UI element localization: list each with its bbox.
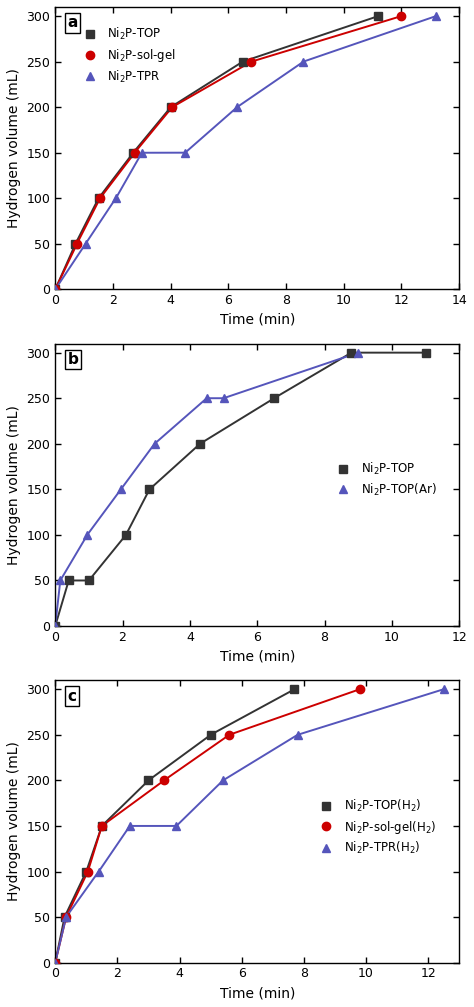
Ni$_2$P-sol-gel(H$_2$) <box>357 683 363 695</box>
Line: Ni$_2$P-TOP(Ar): Ni$_2$P-TOP(Ar) <box>51 348 362 630</box>
Ni$_2$P-TPR <box>113 192 118 204</box>
Ni$_2$P-TOP <box>146 483 152 495</box>
Ni$_2$P-TPR <box>139 147 145 159</box>
Ni$_2$P-TPR <box>82 238 88 250</box>
Ni$_2$P-TOP <box>375 10 381 22</box>
Ni$_2$P-TOP <box>271 392 277 404</box>
Line: Ni$_2$P-TPR: Ni$_2$P-TPR <box>51 12 440 294</box>
Ni$_2$P-TOP <box>123 529 129 541</box>
Line: Ni$_2$P-sol-gel(H$_2$): Ni$_2$P-sol-gel(H$_2$) <box>51 685 364 967</box>
Text: c: c <box>67 689 76 704</box>
Ni$_2$P-sol-gel(H$_2$) <box>85 865 91 877</box>
Ni$_2$P-TOP <box>66 574 72 586</box>
Ni$_2$P-TOP(H$_2$) <box>62 911 67 923</box>
Ni$_2$P-TOP(Ar) <box>204 392 210 404</box>
Ni$_2$P-TOP <box>130 147 136 159</box>
Ni$_2$P-TOP(H$_2$) <box>53 957 58 969</box>
Ni$_2$P-sol-gel <box>399 10 404 22</box>
Line: Ni$_2$P-TOP: Ni$_2$P-TOP <box>51 12 383 294</box>
Y-axis label: Hydrogen volume (mL): Hydrogen volume (mL) <box>7 741 21 901</box>
Ni$_2$P-sol-gel <box>248 55 254 67</box>
Legend: Ni$_2$P-TOP, Ni$_2$P-sol-gel, Ni$_2$P-TPR: Ni$_2$P-TOP, Ni$_2$P-sol-gel, Ni$_2$P-TP… <box>73 21 181 90</box>
Ni$_2$P-TOP(Ar) <box>152 438 157 450</box>
Ni$_2$P-TOP <box>423 346 428 358</box>
Ni$_2$P-sol-gel(H$_2$) <box>227 729 232 741</box>
Ni$_2$P-TOP <box>348 346 354 358</box>
Ni$_2$P-TPR(H$_2$) <box>63 911 69 923</box>
Ni$_2$P-TOP <box>53 283 58 295</box>
Ni$_2$P-TOP <box>168 101 173 113</box>
Ni$_2$P-TPR <box>182 147 188 159</box>
Ni$_2$P-TOP(Ar) <box>221 392 227 404</box>
Y-axis label: Hydrogen volume (mL): Hydrogen volume (mL) <box>7 405 21 565</box>
Ni$_2$P-TOP(H$_2$) <box>83 865 89 877</box>
Legend: Ni$_2$P-TOP(H$_2$), Ni$_2$P-sol-gel(H$_2$), Ni$_2$P-TPR(H$_2$): Ni$_2$P-TOP(H$_2$), Ni$_2$P-sol-gel(H$_2… <box>310 793 441 861</box>
Line: Ni$_2$P-TOP: Ni$_2$P-TOP <box>51 348 430 630</box>
Ni$_2$P-sol-gel(H$_2$) <box>99 820 105 832</box>
Ni$_2$P-sol-gel <box>132 147 137 159</box>
Ni$_2$P-TOP(Ar) <box>118 483 124 495</box>
Ni$_2$P-TPR <box>433 10 439 22</box>
Ni$_2$P-TOP(H$_2$) <box>208 729 213 741</box>
Text: a: a <box>67 15 78 30</box>
Ni$_2$P-TPR(H$_2$) <box>295 729 301 741</box>
Ni$_2$P-TOP <box>240 55 246 67</box>
Text: b: b <box>67 352 78 367</box>
Ni$_2$P-TOP <box>73 238 78 250</box>
Ni$_2$P-TOP <box>86 574 92 586</box>
Ni$_2$P-sol-gel <box>74 238 80 250</box>
Ni$_2$P-sol-gel(H$_2$) <box>53 957 58 969</box>
Ni$_2$P-sol-gel <box>53 283 58 295</box>
Ni$_2$P-TPR(H$_2$) <box>96 865 101 877</box>
Ni$_2$P-TPR <box>53 283 58 295</box>
Ni$_2$P-sol-gel <box>169 101 175 113</box>
Ni$_2$P-TPR(H$_2$) <box>127 820 133 832</box>
Line: Ni$_2$P-TOP(H$_2$): Ni$_2$P-TOP(H$_2$) <box>51 685 299 967</box>
Ni$_2$P-TPR(H$_2$) <box>173 820 179 832</box>
Ni$_2$P-TOP(H$_2$) <box>292 683 297 695</box>
X-axis label: Time (min): Time (min) <box>219 313 295 327</box>
Ni$_2$P-TOP <box>197 438 203 450</box>
Ni$_2$P-sol-gel(H$_2$) <box>161 774 167 786</box>
Line: Ni$_2$P-TPR(H$_2$): Ni$_2$P-TPR(H$_2$) <box>51 685 448 967</box>
Ni$_2$P-TOP(Ar) <box>57 574 63 586</box>
Ni$_2$P-TOP(Ar) <box>53 620 58 632</box>
Legend: Ni$_2$P-TOP, Ni$_2$P-TOP(Ar): Ni$_2$P-TOP, Ni$_2$P-TOP(Ar) <box>327 456 441 502</box>
Ni$_2$P-TOP(H$_2$) <box>146 774 151 786</box>
Ni$_2$P-sol-gel <box>97 192 103 204</box>
X-axis label: Time (min): Time (min) <box>219 986 295 1000</box>
Ni$_2$P-TPR <box>234 101 240 113</box>
Ni$_2$P-TPR(H$_2$) <box>441 683 447 695</box>
Y-axis label: Hydrogen volume (mL): Hydrogen volume (mL) <box>7 68 21 229</box>
Line: Ni$_2$P-sol-gel: Ni$_2$P-sol-gel <box>51 12 406 294</box>
Ni$_2$P-TPR(H$_2$) <box>53 957 58 969</box>
X-axis label: Time (min): Time (min) <box>219 650 295 664</box>
Ni$_2$P-TOP(Ar) <box>356 346 361 358</box>
Ni$_2$P-TOP <box>96 192 101 204</box>
Ni$_2$P-TOP(Ar) <box>84 529 90 541</box>
Ni$_2$P-TPR(H$_2$) <box>220 774 226 786</box>
Ni$_2$P-sol-gel(H$_2$) <box>63 911 69 923</box>
Ni$_2$P-TPR <box>301 55 306 67</box>
Ni$_2$P-TOP(H$_2$) <box>99 820 105 832</box>
Ni$_2$P-TOP <box>53 620 58 632</box>
